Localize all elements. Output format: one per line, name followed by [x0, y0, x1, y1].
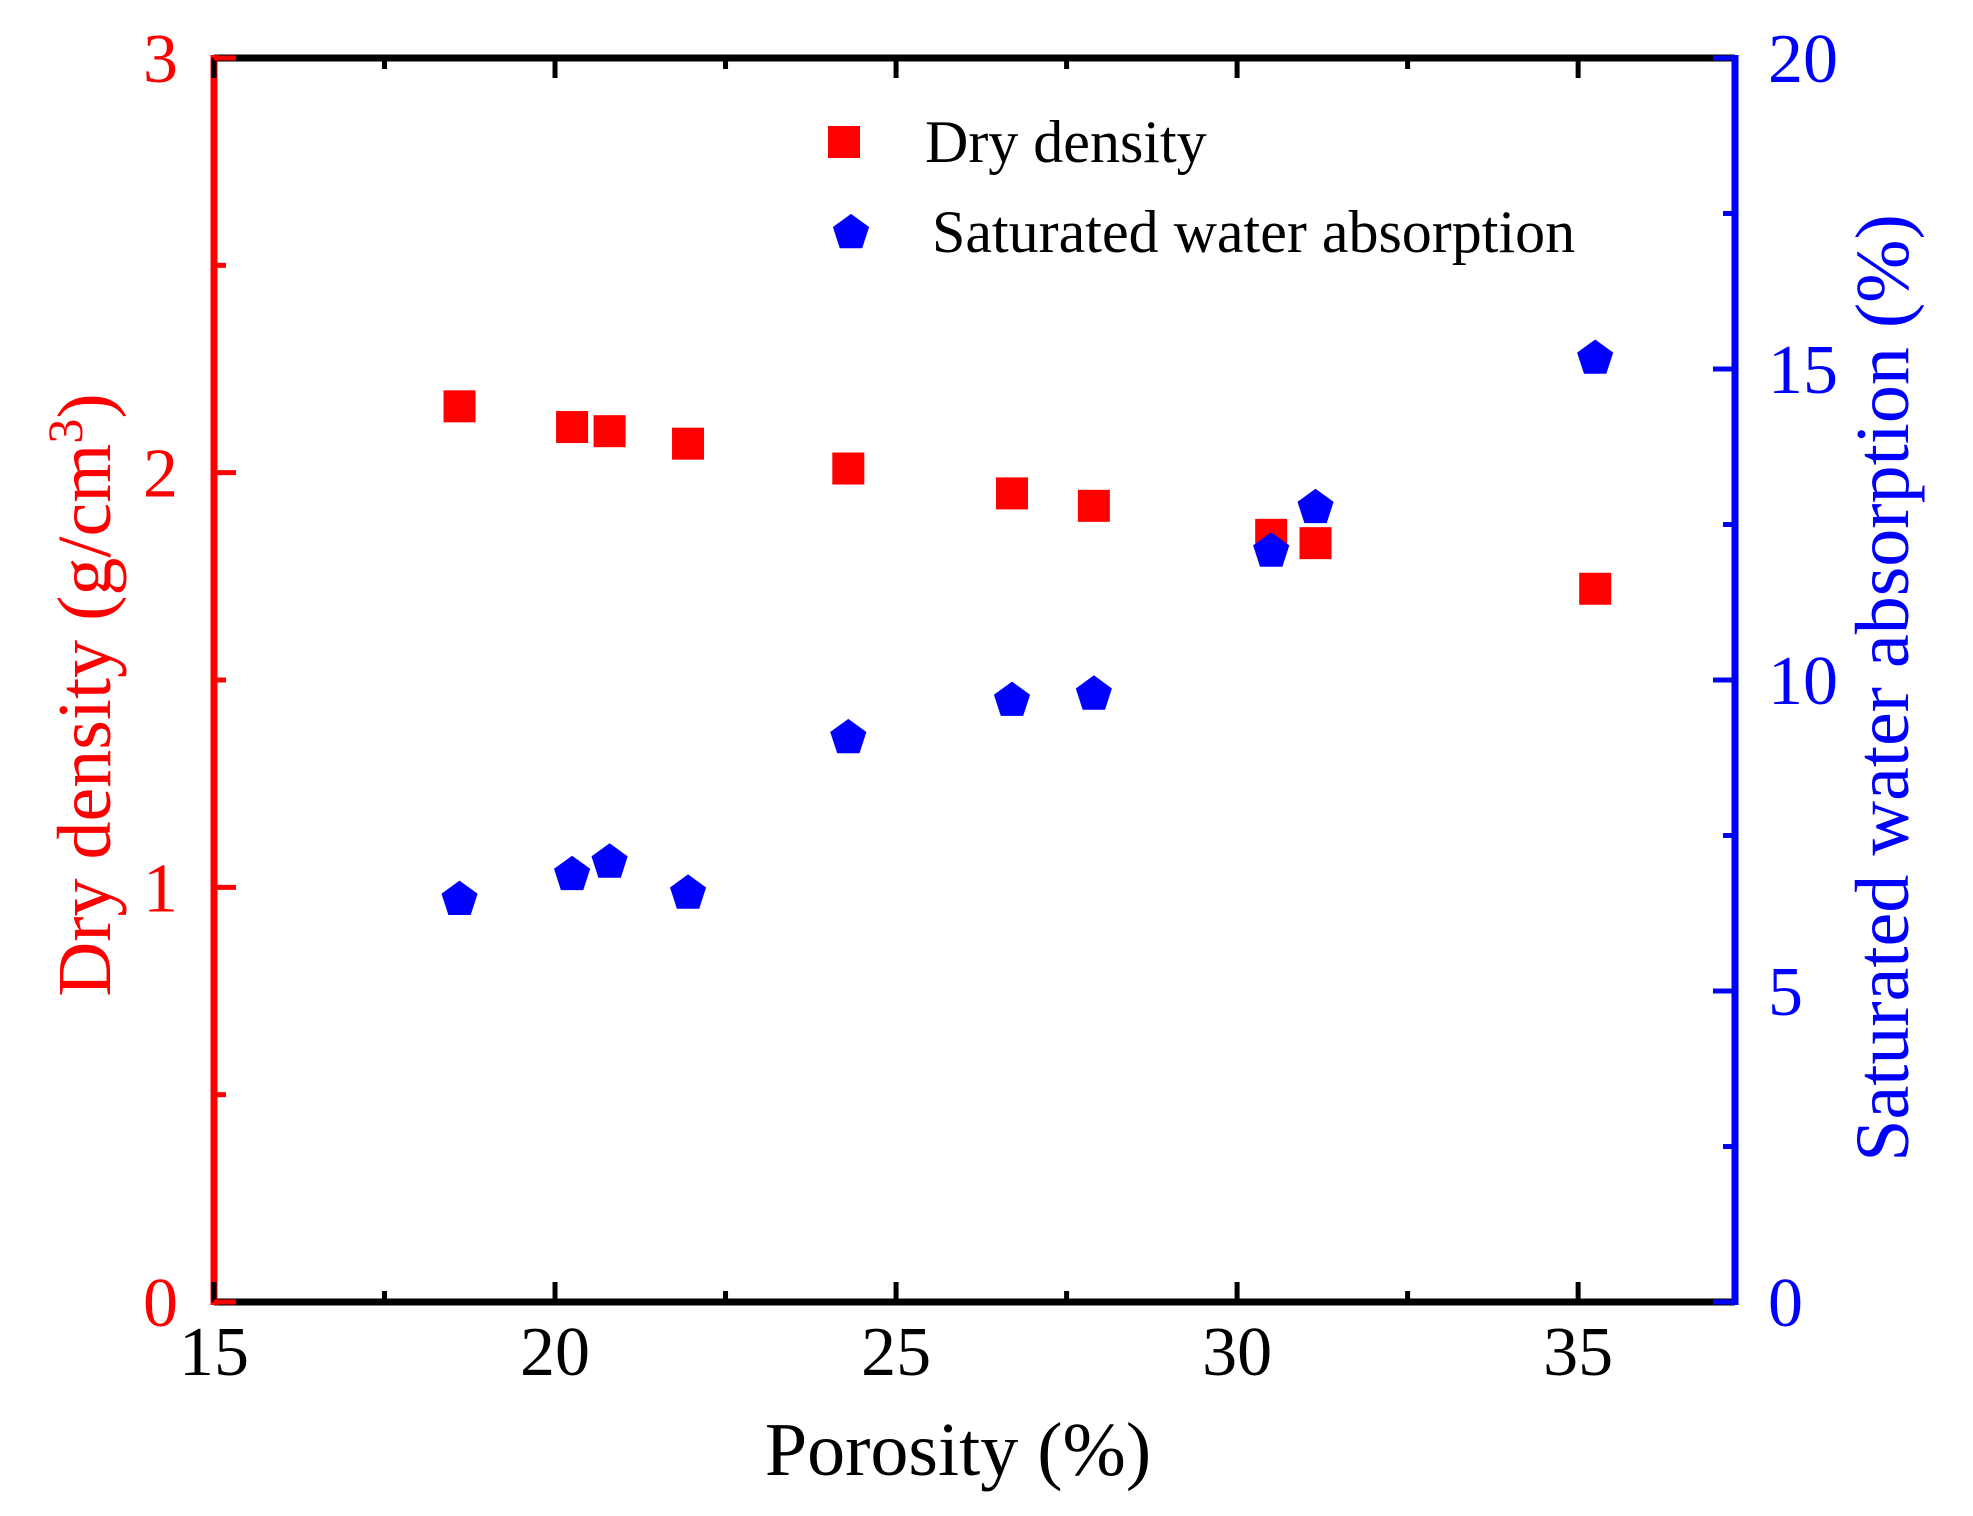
legend: Dry density Saturated water absorption — [828, 109, 1575, 265]
water-absorption-point — [1253, 532, 1290, 567]
left-y-tick-label: 1 — [143, 850, 178, 927]
right-y-tick-label: 10 — [1768, 643, 1838, 720]
legend-marker-water-absorption — [832, 213, 870, 249]
data-markers — [441, 339, 1614, 915]
left-y-axis-label-close: ) — [43, 393, 127, 418]
left-y-axis-label: Dry density (g/cm3) — [37, 393, 127, 996]
axis-ticks — [211, 55, 1735, 1305]
dry-density-point — [556, 411, 589, 444]
left-y-tick-label: 2 — [143, 436, 178, 513]
x-axis-label: Porosity (%) — [765, 1408, 1151, 1492]
x-tick-label: 30 — [1202, 1314, 1272, 1391]
dry-density-point — [593, 415, 626, 448]
right-y-tick-label: 0 — [1768, 1265, 1803, 1342]
water-absorption-point — [441, 880, 478, 915]
x-tick-label: 20 — [520, 1314, 590, 1391]
right-y-tick-label: 5 — [1768, 954, 1803, 1031]
water-absorption-point — [1297, 488, 1334, 524]
x-tick-label: 35 — [1543, 1314, 1613, 1391]
water-absorption-point — [830, 718, 867, 754]
legend-label-water-absorption: Saturated water absorption — [932, 199, 1575, 265]
x-tick-label: 15 — [179, 1314, 249, 1391]
dry-density-point — [1077, 489, 1110, 522]
dry-density-point — [996, 477, 1029, 510]
right-y-axis-label: Saturated water absorption (%) — [1841, 214, 1925, 1162]
dry-density-point — [443, 390, 476, 423]
right-y-tick-label: 15 — [1768, 332, 1838, 409]
x-tick-label: 25 — [861, 1314, 931, 1391]
left-y-axis-label-superscript: 3 — [37, 419, 93, 444]
dry-density-point — [672, 427, 705, 460]
water-absorption-point — [591, 843, 628, 878]
right-y-tick-label: 20 — [1768, 21, 1838, 98]
dry-density-point — [1299, 527, 1332, 560]
water-absorption-point — [554, 855, 591, 891]
water-absorption-point — [1577, 339, 1614, 374]
left-y-tick-label: 3 — [143, 21, 178, 98]
dry-density-point — [832, 452, 865, 485]
left-y-axis-label-text: Dry density (g/cm — [43, 444, 127, 997]
water-absorption-point — [993, 681, 1031, 716]
left-y-tick-label: 0 — [143, 1265, 178, 1342]
dry-density-point — [1579, 572, 1612, 605]
water-absorption-point — [670, 874, 707, 909]
legend-label-dry-density: Dry density — [925, 109, 1207, 175]
legend-marker-dry-density — [828, 126, 860, 158]
water-absorption-point — [1075, 675, 1112, 710]
